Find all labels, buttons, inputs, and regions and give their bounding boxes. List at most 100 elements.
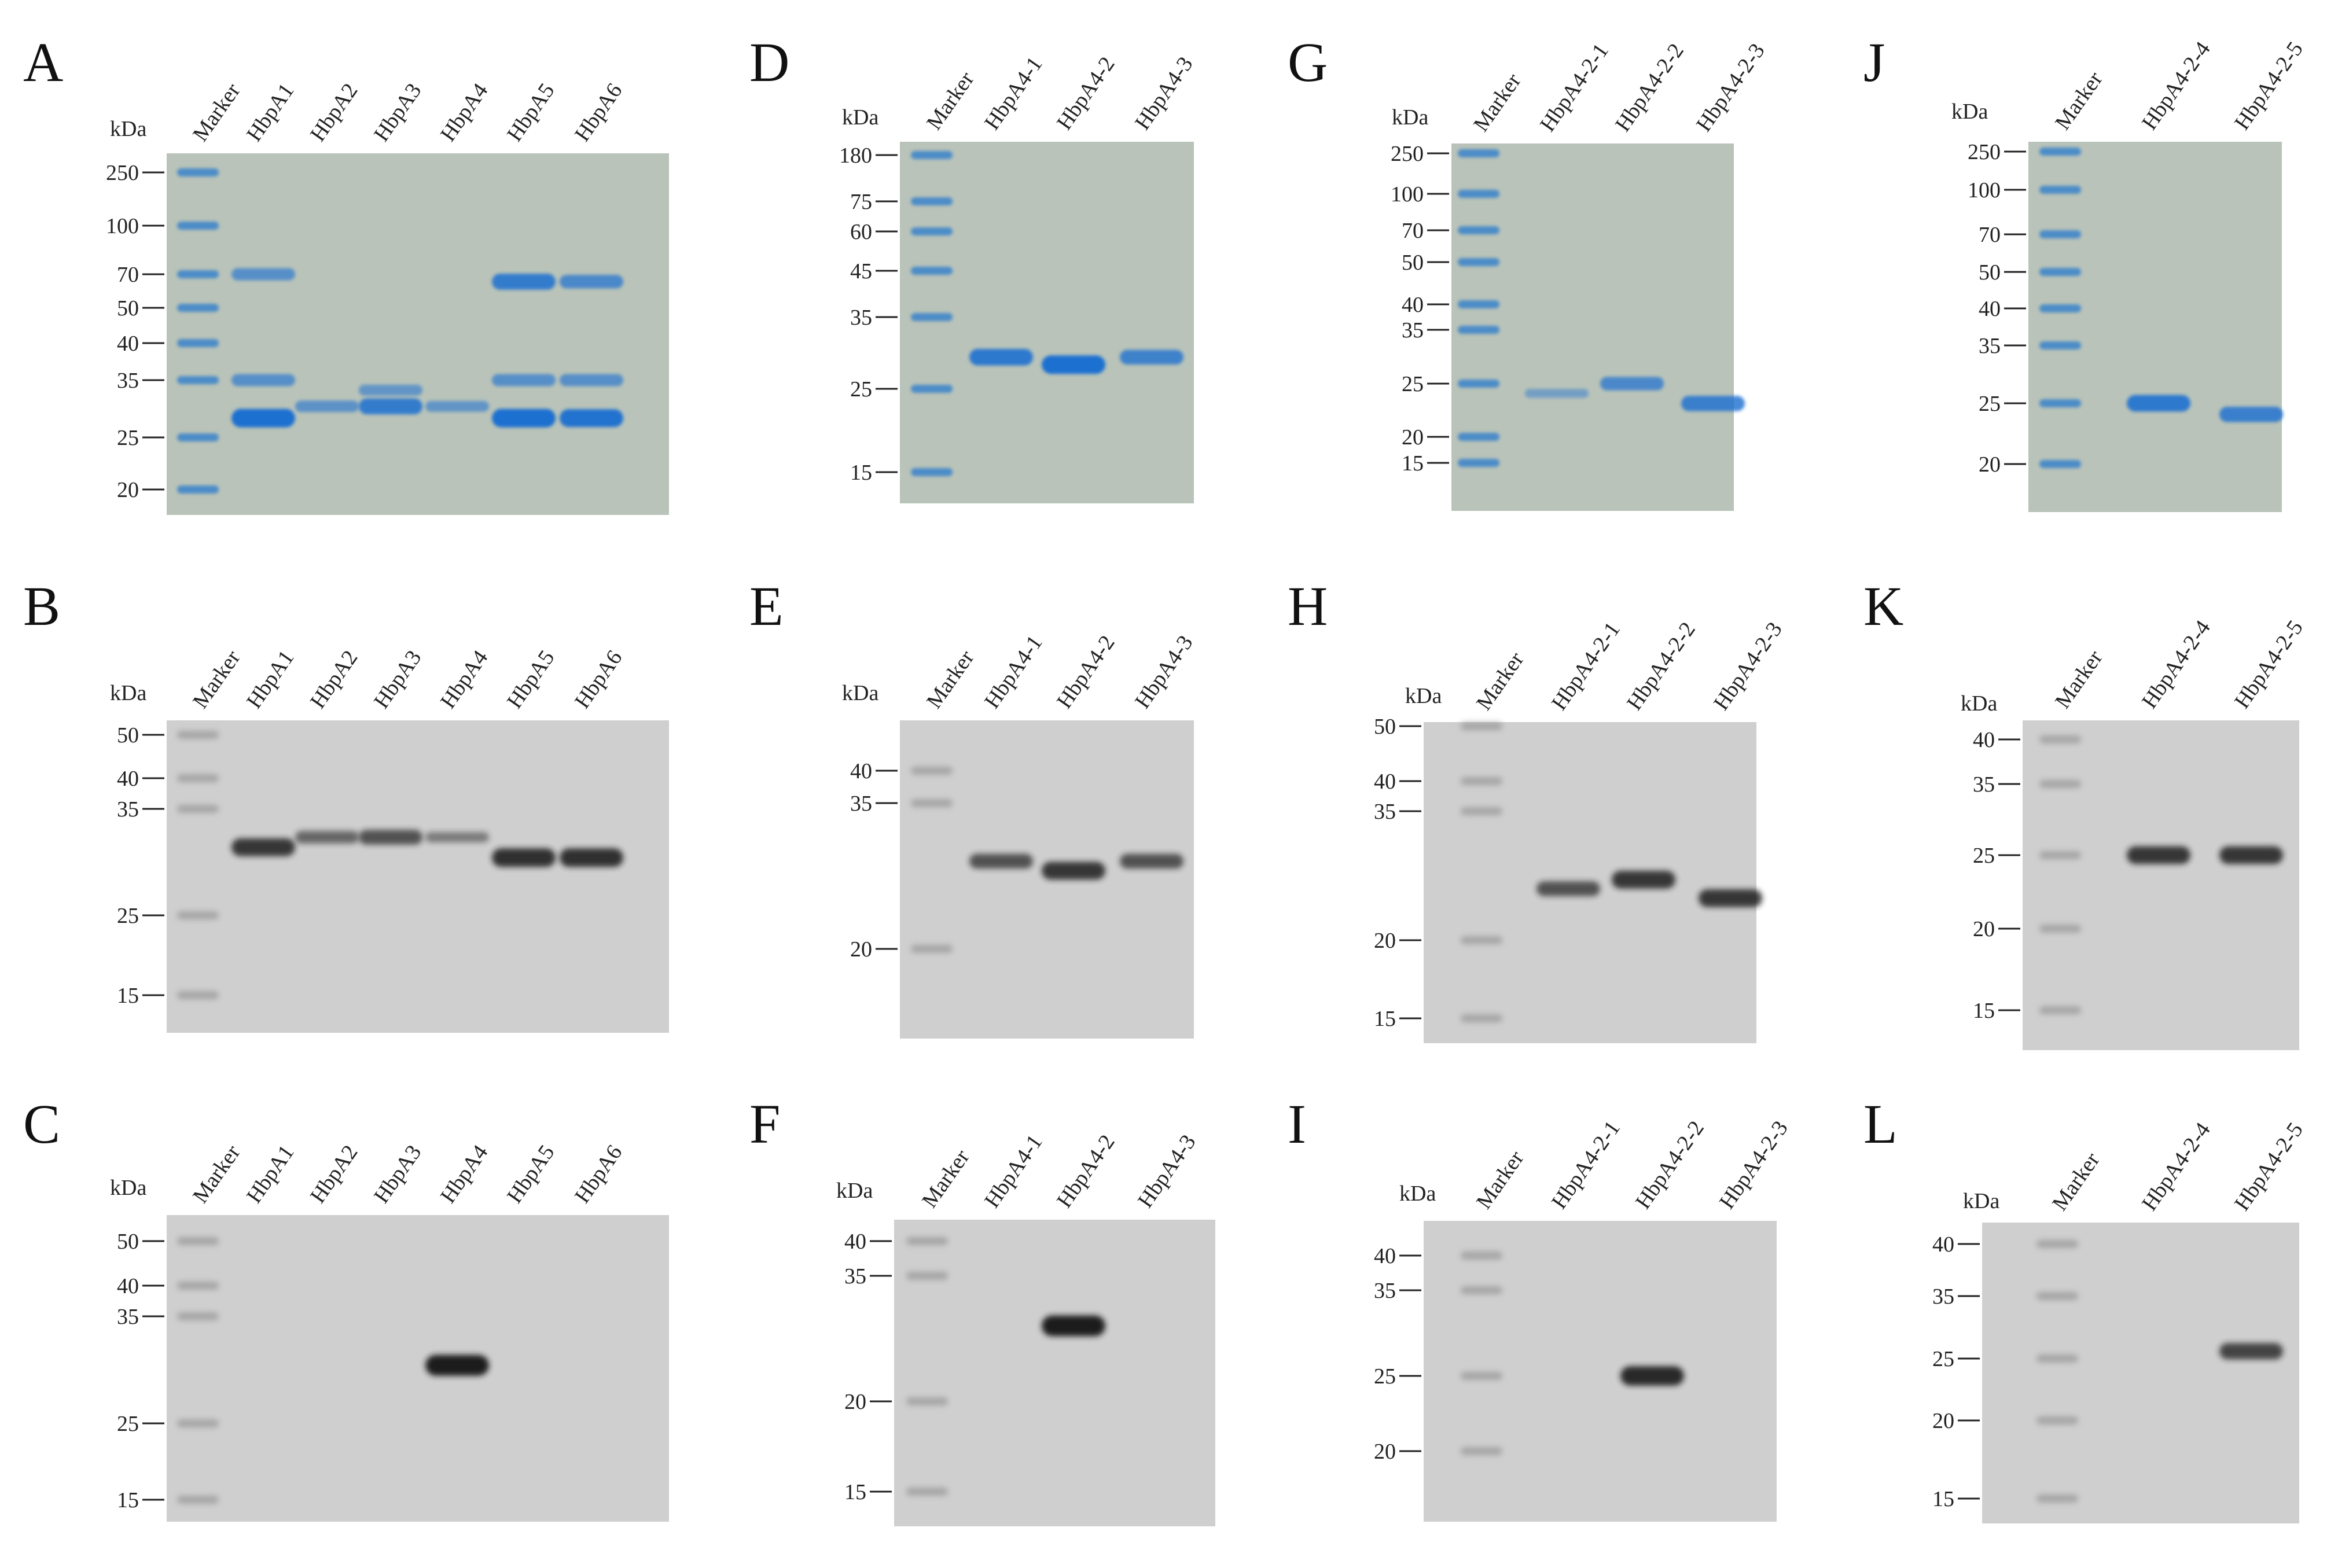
band-hbpa3	[359, 398, 422, 415]
lane-label-hbpa3: HbpA3	[369, 646, 427, 713]
marker-band	[2039, 399, 2081, 407]
marker-band	[911, 799, 953, 807]
tick-label: 60	[850, 220, 872, 244]
band-hbpa4-2-5	[2219, 846, 2283, 864]
band-hbpa3	[359, 830, 422, 845]
marker-band	[2039, 925, 2081, 933]
lane-label-hbpa4: HbpA4	[436, 1140, 493, 1208]
marker-band	[911, 385, 953, 393]
tick-label: 40	[844, 1230, 866, 1254]
marker-band	[911, 767, 953, 775]
tick-label: 15	[1402, 451, 1424, 476]
band-hbpa4-2-2	[1612, 871, 1675, 889]
tick-label: 40	[1979, 297, 2001, 321]
lane-label-hbpa4-2-4: HbpA4-2-4	[2137, 38, 2215, 135]
tick-label: 40	[117, 767, 139, 791]
lane-label-hbpa4-3: HbpA4-3	[1130, 631, 1198, 713]
tick-label: 20	[1979, 452, 2001, 477]
gel-background	[900, 142, 1194, 503]
tick-label: 40	[1374, 1244, 1396, 1268]
panel-label-j: J	[1863, 31, 1885, 93]
kda-unit-label: kDa	[1405, 684, 1442, 708]
marker-band	[1461, 1372, 1502, 1380]
marker-band	[1461, 807, 1502, 815]
kda-unit-label: kDa	[836, 1179, 873, 1203]
kda-unit-label: kDa	[110, 117, 146, 141]
band-hbpa1	[231, 408, 295, 428]
tick-label: 35	[1973, 772, 1995, 797]
tick-label: 40	[117, 1274, 139, 1298]
marker-band	[911, 267, 953, 275]
band-hbpa1	[231, 374, 295, 387]
tick-label: 25	[1973, 844, 1995, 868]
lane-label-hbpa4-2-2: HbpA4-2-2	[1631, 1117, 1709, 1214]
tick-label: 70	[117, 263, 139, 287]
band-hbpa2	[295, 400, 359, 413]
lane-label-hbpa4-2-5: HbpA4-2-5	[2230, 616, 2308, 713]
tick-label: 100	[1968, 178, 2001, 203]
tick-label: 35	[850, 792, 872, 816]
kda-unit-label: kDa	[110, 1176, 146, 1200]
kda-unit-label: kDa	[1392, 105, 1428, 130]
panel-label-c: C	[23, 1093, 60, 1155]
marker-band	[1458, 149, 1499, 157]
lane-label-hbpa4-1: HbpA4-1	[980, 631, 1047, 713]
lane-label-hbpa1: HbpA1	[242, 1140, 299, 1208]
lane-label-marker: Marker	[188, 79, 245, 146]
marker-band	[177, 1282, 219, 1290]
band-hbpa4-2-4	[2127, 846, 2190, 864]
marker-band	[1461, 1447, 1502, 1455]
kda-unit-label: kDa	[842, 681, 878, 705]
marker-band	[1458, 190, 1499, 198]
marker-band	[177, 805, 219, 813]
tick-label: 15	[850, 461, 872, 485]
lane-label-hbpa4-2-5: HbpA4-2-5	[2230, 1118, 2308, 1216]
lane-label-marker: Marker	[188, 646, 245, 713]
kda-unit-label: kDa	[1951, 100, 1988, 124]
tick-label: 25	[117, 1412, 139, 1436]
lane-label-hbpa6: HbpA6	[570, 79, 627, 146]
marker-band	[2036, 1292, 2078, 1300]
marker-band	[1458, 459, 1499, 467]
marker-band	[2036, 1240, 2078, 1248]
marker-band	[177, 1237, 219, 1245]
marker-band	[911, 227, 953, 235]
band-hbpa4-2-4	[2127, 395, 2190, 412]
kda-unit-label: kDa	[842, 105, 878, 130]
band-hbpa1	[231, 838, 295, 856]
marker-band	[2036, 1416, 2078, 1425]
band-hbpa5	[492, 848, 556, 867]
tick-label: 25	[1374, 1364, 1396, 1389]
lane-label-marker: Marker	[922, 646, 979, 713]
marker-band	[177, 1312, 219, 1320]
band-hbpa6	[560, 409, 623, 428]
lane-label-marker: Marker	[2050, 67, 2108, 134]
band-hbpa4-2-2	[1600, 377, 1664, 391]
panel-label-k: K	[1863, 575, 1903, 637]
lane-label-marker: Marker	[1472, 1146, 1529, 1213]
lane-label-hbpa1: HbpA1	[242, 79, 299, 146]
tick-label: 25	[850, 377, 872, 402]
tick-label: 25	[117, 904, 139, 928]
tick-label: 40	[1402, 293, 1424, 317]
tick-label: 35	[1932, 1284, 1954, 1309]
tick-label: 180	[839, 143, 872, 168]
marker-band	[1458, 433, 1499, 441]
tick-label: 15	[117, 1488, 139, 1512]
kda-unit-label: kDa	[1963, 1189, 1999, 1213]
marker-band	[1458, 300, 1499, 308]
lane-label-marker: Marker	[1469, 69, 1526, 136]
lane-label-marker: Marker	[922, 67, 979, 134]
marker-band	[177, 731, 219, 739]
lane-label-hbpa1: HbpA1	[242, 646, 299, 713]
lane-label-hbpa4-2-1: HbpA4-2-1	[1547, 618, 1625, 715]
band-hbpa1	[231, 268, 295, 281]
band-hbpa4-2-1	[1536, 881, 1600, 896]
